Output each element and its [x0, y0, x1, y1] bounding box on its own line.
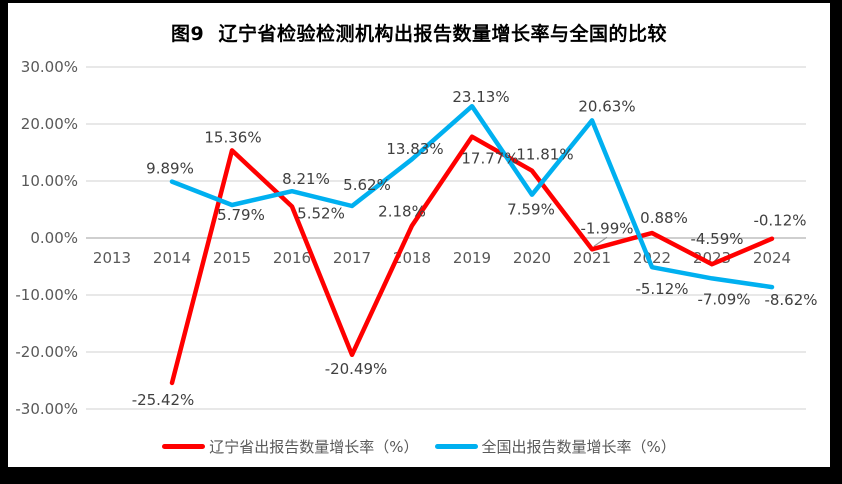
y-axis-tick-label: -20.00%: [15, 343, 78, 361]
data-label-national-2022: -5.12%: [635, 280, 688, 298]
legend-red-line-swatch: [162, 444, 206, 449]
y-axis-tick-label: 30.00%: [21, 58, 78, 76]
legend-item-national: 全国出报告数量增长率（%）: [434, 436, 676, 457]
data-label-national-2020: 7.59%: [507, 201, 555, 219]
x-axis-tick-label: 2019: [453, 249, 491, 267]
legend-item-liaoning: 辽宁省出报告数量增长率（%）: [162, 436, 419, 457]
y-axis-tick-label: -30.00%: [15, 400, 78, 418]
legend-blue-line-swatch: [434, 444, 478, 449]
series-line-liaoning: [169, 134, 775, 386]
data-label-national-2018: 13.83%: [386, 140, 443, 158]
data-label-national-2021: 20.63%: [578, 97, 635, 115]
x-axis-tick-label: 2014: [153, 249, 191, 267]
series-line-national: [169, 103, 775, 290]
data-label-liaoning-2021: -1.99%: [580, 219, 633, 237]
data-label-national-2023: -7.09%: [697, 290, 750, 308]
data-label-national-2017: 5.62%: [343, 176, 391, 194]
x-axis-tick-label: 2017: [333, 249, 371, 267]
legend-label-national: 全国出报告数量增长率（%）: [481, 438, 676, 456]
y-axis-tick-label: 20.00%: [21, 115, 78, 133]
data-label-liaoning-2018: 2.18%: [378, 203, 426, 221]
x-axis-tick-label: 2015: [213, 249, 251, 267]
data-label-liaoning-2023: -4.59%: [690, 230, 743, 248]
x-axis-tick-label: 2021: [573, 249, 611, 267]
y-axis-tick-label: 10.00%: [21, 172, 78, 190]
data-label-liaoning-2022: 0.88%: [640, 209, 688, 227]
x-axis-tick-label: 2024: [753, 249, 791, 267]
x-axis-tick-label: 2022: [633, 249, 671, 267]
line-chart: 30.00% 20.00% 10.00% 0.00% -10.00% -20.00% -30…: [15, 58, 817, 418]
data-label-liaoning-2020: 11.81%: [516, 146, 573, 164]
data-label-national-2014: 9.89%: [146, 160, 194, 178]
data-label-liaoning-2016: 5.52%: [297, 205, 345, 223]
data-label-liaoning-2017: -20.49%: [325, 360, 388, 378]
data-label-national-2016: 8.21%: [282, 170, 330, 188]
x-axis-tick-label: 2013: [93, 249, 131, 267]
data-label-national-2015: 5.79%: [217, 206, 265, 224]
chart-legend: 辽宁省出报告数量增长率（%） 全国出报告数量增长率（%）: [8, 436, 830, 457]
x-axis-tick-label: 2020: [513, 249, 551, 267]
x-axis-tick-label: 2018: [393, 249, 431, 267]
data-label-leader-line: [593, 236, 608, 247]
data-label-liaoning-2019: 17.77%: [461, 150, 518, 168]
legend-label-liaoning: 辽宁省出报告数量增长率（%）: [209, 438, 419, 456]
chart-title: 图9 辽宁省检验检测机构出报告数量增长率与全国的比较: [171, 23, 667, 45]
data-label-liaoning-2015: 15.36%: [204, 128, 261, 146]
y-axis-tick-label: 0.00%: [30, 229, 78, 247]
x-axis-tick-label: 2016: [273, 249, 311, 267]
data-label-liaoning-2014: -25.42%: [132, 391, 195, 409]
y-axis-tick-label: -10.00%: [15, 286, 78, 304]
data-label-national-2024: -8.62%: [764, 291, 817, 309]
data-label-liaoning-2024: -0.12%: [753, 212, 806, 230]
data-label-national-2019: 23.13%: [452, 88, 509, 106]
chart-canvas: 图9 辽宁省检验检测机构出报告数量增长率与全国的比较 30.00% 20.00% 1…: [8, 3, 830, 467]
